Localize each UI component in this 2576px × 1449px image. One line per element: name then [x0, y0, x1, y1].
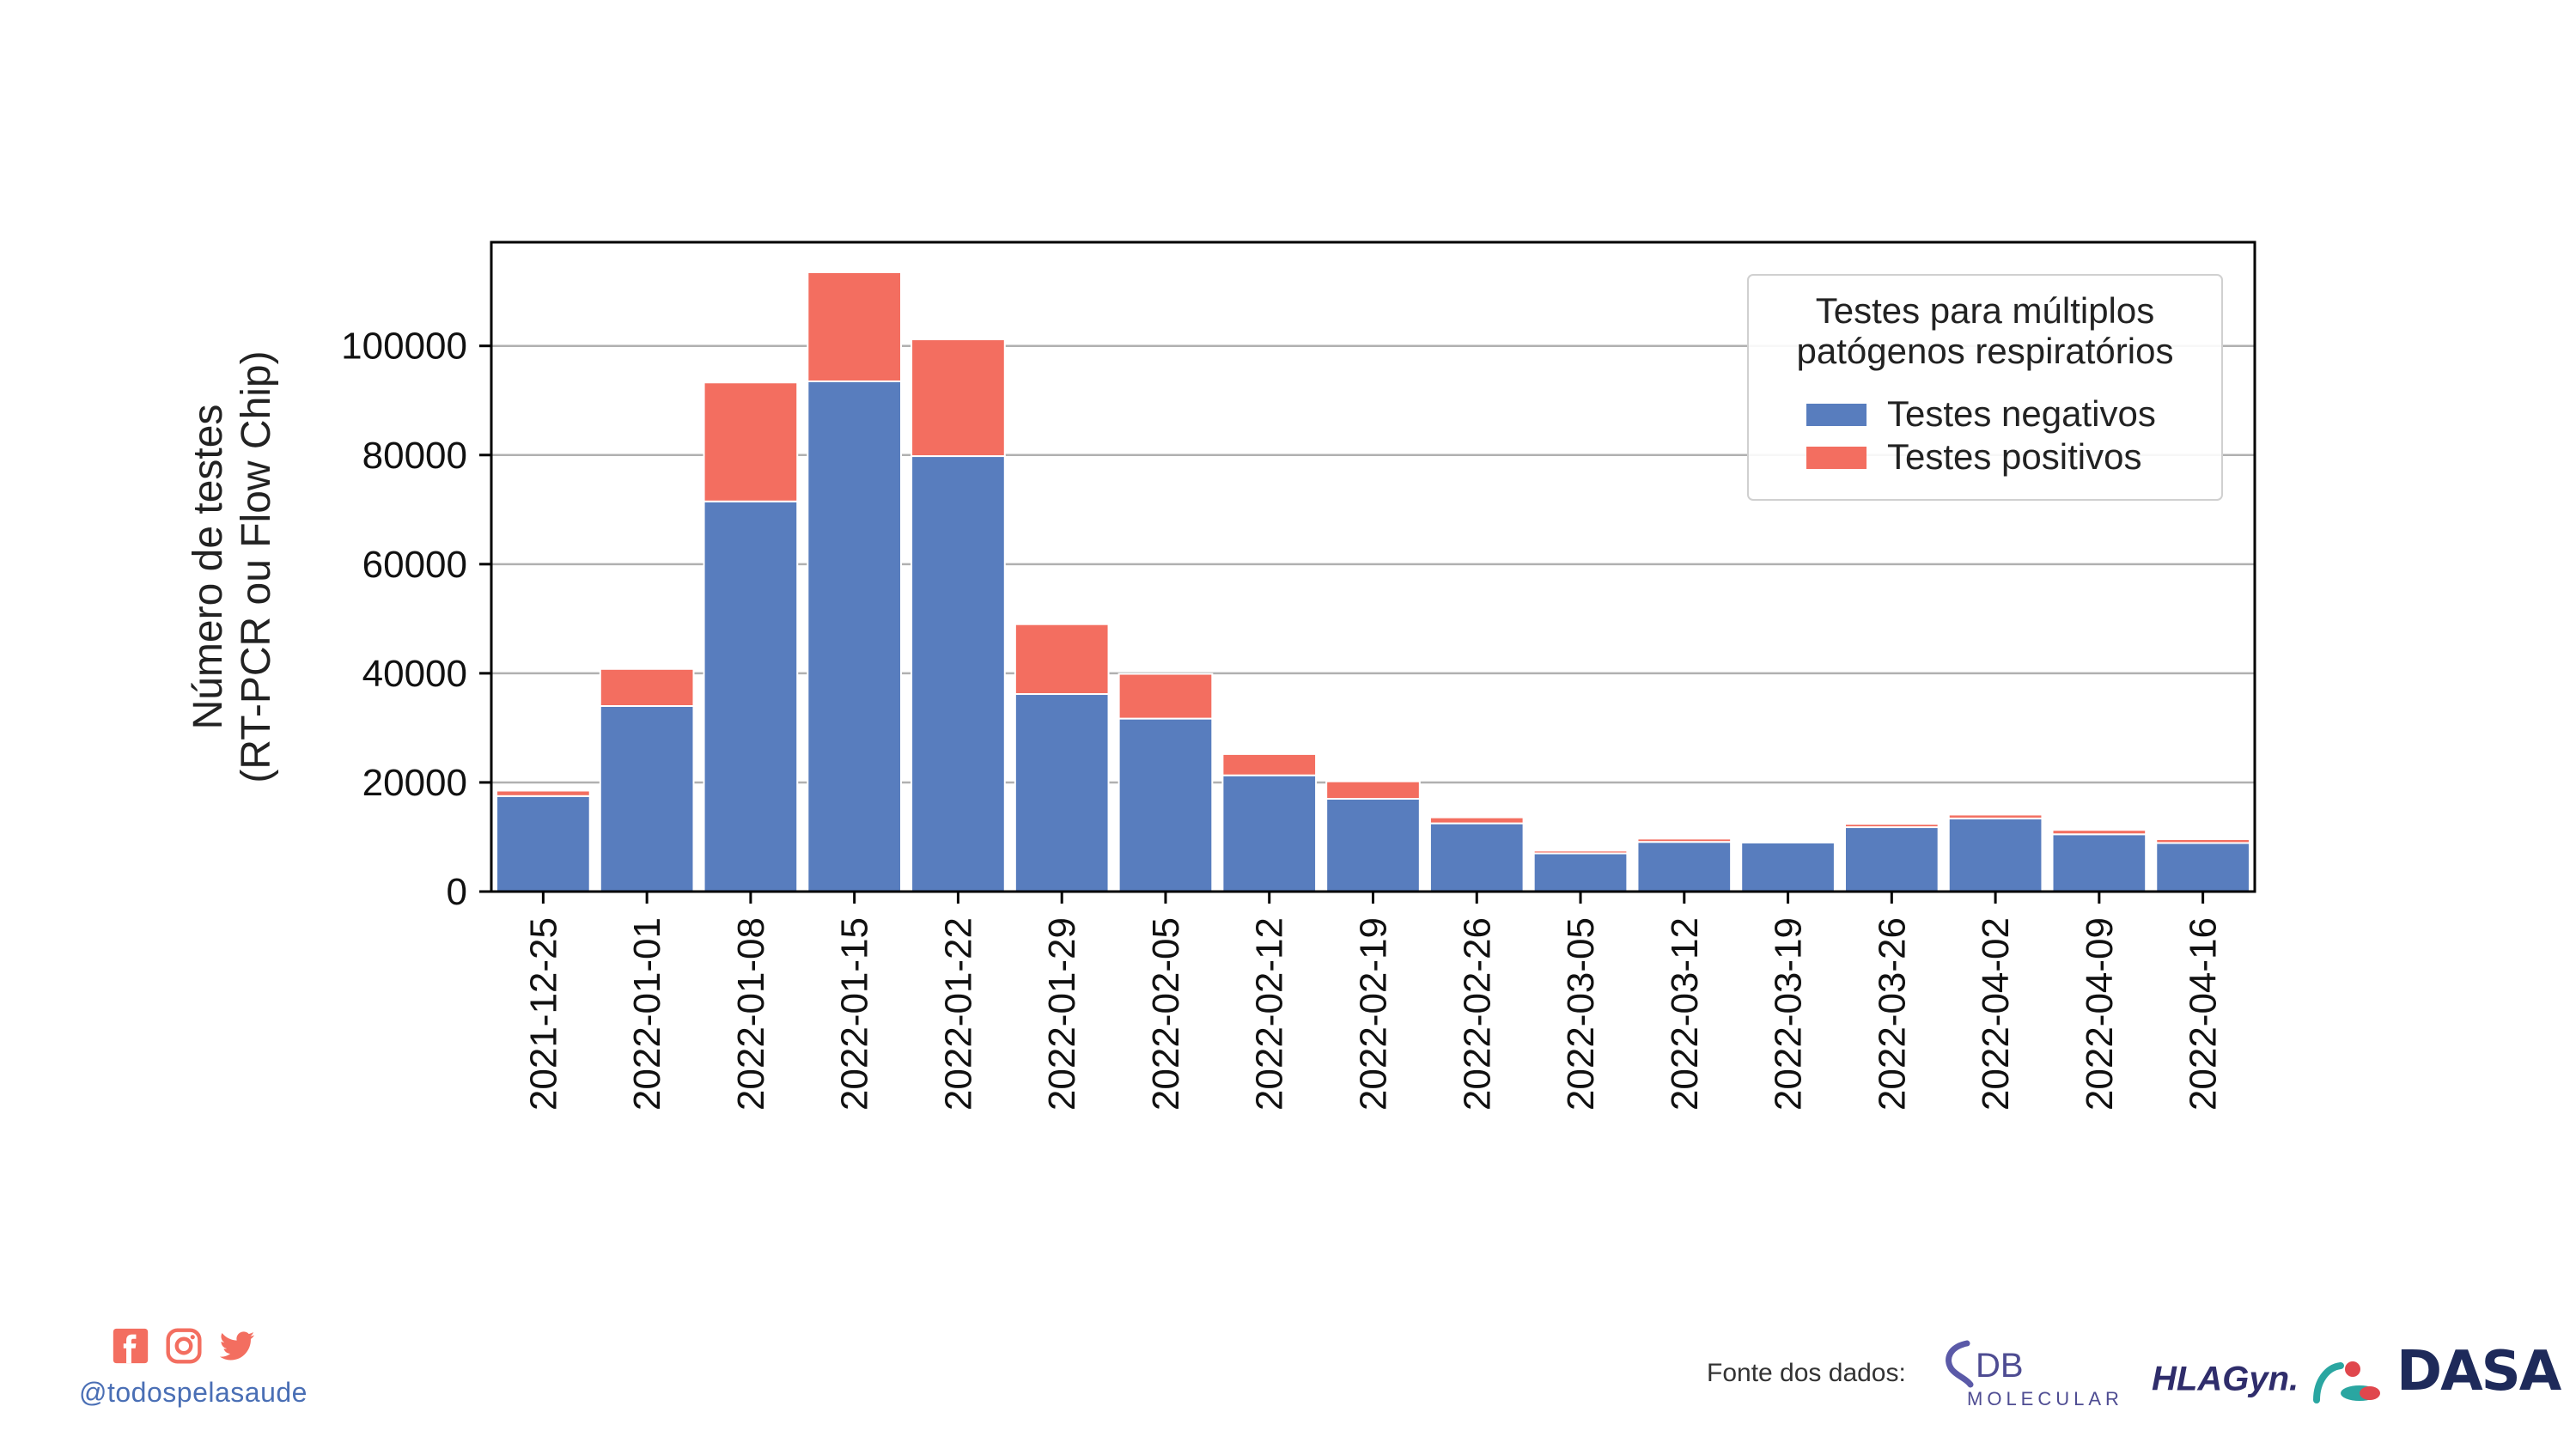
bar-negativos — [2155, 842, 2250, 892]
bar-negativos — [1532, 852, 1629, 893]
twitter-icon[interactable] — [218, 1327, 256, 1365]
legend-swatch-positivos — [1806, 447, 1867, 469]
data-source-label: Fonte dos dados: — [1707, 1359, 1906, 1387]
bar-positivos — [1843, 823, 1940, 829]
x-tick-label: 2022-01-15 — [834, 917, 876, 1111]
bar-positivos — [1221, 752, 1318, 776]
x-tick-label: 2022-01-08 — [730, 917, 772, 1111]
y-tick-label: 100000 — [341, 326, 467, 368]
bar-positivos — [1428, 816, 1525, 825]
x-tick-label: 2022-01-22 — [937, 917, 979, 1111]
x-tick-label: 2022-03-19 — [1768, 917, 1810, 1111]
bar-negativos — [1843, 826, 1940, 892]
db-logo-text: DB — [1976, 1347, 2024, 1385]
bar-positivos — [1325, 780, 1421, 801]
x-tick-label: 2022-02-19 — [1353, 917, 1395, 1111]
y-axis-title-line1: Número de testes — [186, 405, 231, 730]
bar-negativos — [703, 500, 799, 892]
bar-negativos — [2051, 833, 2147, 893]
y-tick-label: 0 — [447, 871, 467, 913]
legend: Testes para múltiplos patógenos respirat… — [1747, 274, 2223, 501]
x-tick-label: 2022-04-09 — [2079, 917, 2121, 1111]
x-tick-label: 2022-03-26 — [1871, 917, 1913, 1111]
bar-positivos — [599, 667, 695, 707]
bar-negativos — [1636, 841, 1733, 892]
bar-positivos — [910, 338, 1006, 458]
hlagyn-logo: HLAGyn. — [2152, 1355, 2385, 1407]
social-links — [112, 1327, 256, 1365]
x-tick-label: 2022-04-02 — [1975, 917, 2017, 1111]
y-tick-label: 20000 — [362, 762, 467, 804]
bar-negativos — [1740, 841, 1836, 893]
bar-positivos — [703, 381, 799, 502]
bar-positivos — [496, 789, 591, 797]
bar-negativos — [1014, 693, 1110, 893]
bar-positivos — [1740, 839, 1836, 843]
bar-negativos — [910, 455, 1006, 892]
instagram-icon[interactable] — [165, 1327, 203, 1365]
bar-positivos — [2155, 838, 2250, 844]
x-tick-label: 2022-02-26 — [1456, 917, 1498, 1111]
bar-negativos — [1947, 817, 2043, 893]
legend-swatch-negativos — [1806, 404, 1867, 426]
x-tick-label: 2022-01-29 — [1041, 917, 1083, 1111]
bar-negativos — [1325, 798, 1421, 892]
y-tick-label: 60000 — [362, 544, 467, 586]
legend-box — [1747, 274, 2223, 501]
x-tick-label: 2021-12-25 — [522, 917, 564, 1111]
bar-negativos — [599, 705, 695, 892]
bar-negativos — [1117, 717, 1214, 892]
bar-negativos — [1428, 822, 1525, 893]
y-axis-title-line2: (RT-PCR ou Flow Chip) — [234, 350, 279, 782]
dasa-logo: DASA — [2396, 1340, 2561, 1403]
x-tick-label: 2022-04-16 — [2183, 917, 2225, 1111]
x-tick-label: 2022-01-01 — [626, 917, 668, 1111]
social-handle[interactable]: @todospelasaude — [79, 1377, 308, 1408]
y-axis: 0 20000 40000 60000 80000 100000 — [341, 326, 491, 913]
x-tick-label: 2022-02-05 — [1145, 917, 1187, 1111]
legend-label-negativos: Testes negativos — [1887, 393, 2156, 434]
x-tick-label: 2022-02-12 — [1249, 917, 1291, 1111]
legend-title-line1: Testes para múltiplos — [1816, 290, 2155, 331]
bar-positivos — [807, 271, 903, 382]
hlagyn-mark-icon — [2313, 1361, 2381, 1403]
bar-positivos — [1117, 673, 1214, 720]
legend-label-positivos: Testes positivos — [1887, 436, 2141, 477]
bar-positivos — [1014, 623, 1110, 696]
hlagyn-logo-text: HLAGyn. — [2152, 1360, 2299, 1398]
db-logo-subtext: MOLECULAR — [1967, 1388, 2123, 1409]
db-molecular-mark-icon — [1946, 1340, 1974, 1388]
y-tick-label: 40000 — [362, 653, 467, 695]
bars — [496, 271, 2250, 893]
bar-positivos — [1532, 849, 1629, 855]
x-axis: 2021-12-25 2022-01-01 2022-01-08 2022-01-15… — [522, 892, 2225, 1111]
bar-positivos — [1947, 813, 2043, 819]
bar-negativos — [1221, 774, 1318, 893]
legend-title-line2: patógenos respiratórios — [1797, 331, 2174, 371]
bar-positivos — [2051, 829, 2147, 836]
x-tick-label: 2022-03-12 — [1664, 917, 1706, 1111]
bar-positivos — [1636, 837, 1733, 843]
facebook-icon[interactable] — [112, 1327, 149, 1365]
y-tick-label: 80000 — [362, 435, 467, 477]
db-molecular-logo: DB MOLECULAR — [1941, 1331, 2130, 1417]
bar-negativos — [807, 381, 903, 892]
bar-negativos — [496, 795, 591, 893]
x-tick-label: 2022-03-05 — [1560, 917, 1602, 1111]
